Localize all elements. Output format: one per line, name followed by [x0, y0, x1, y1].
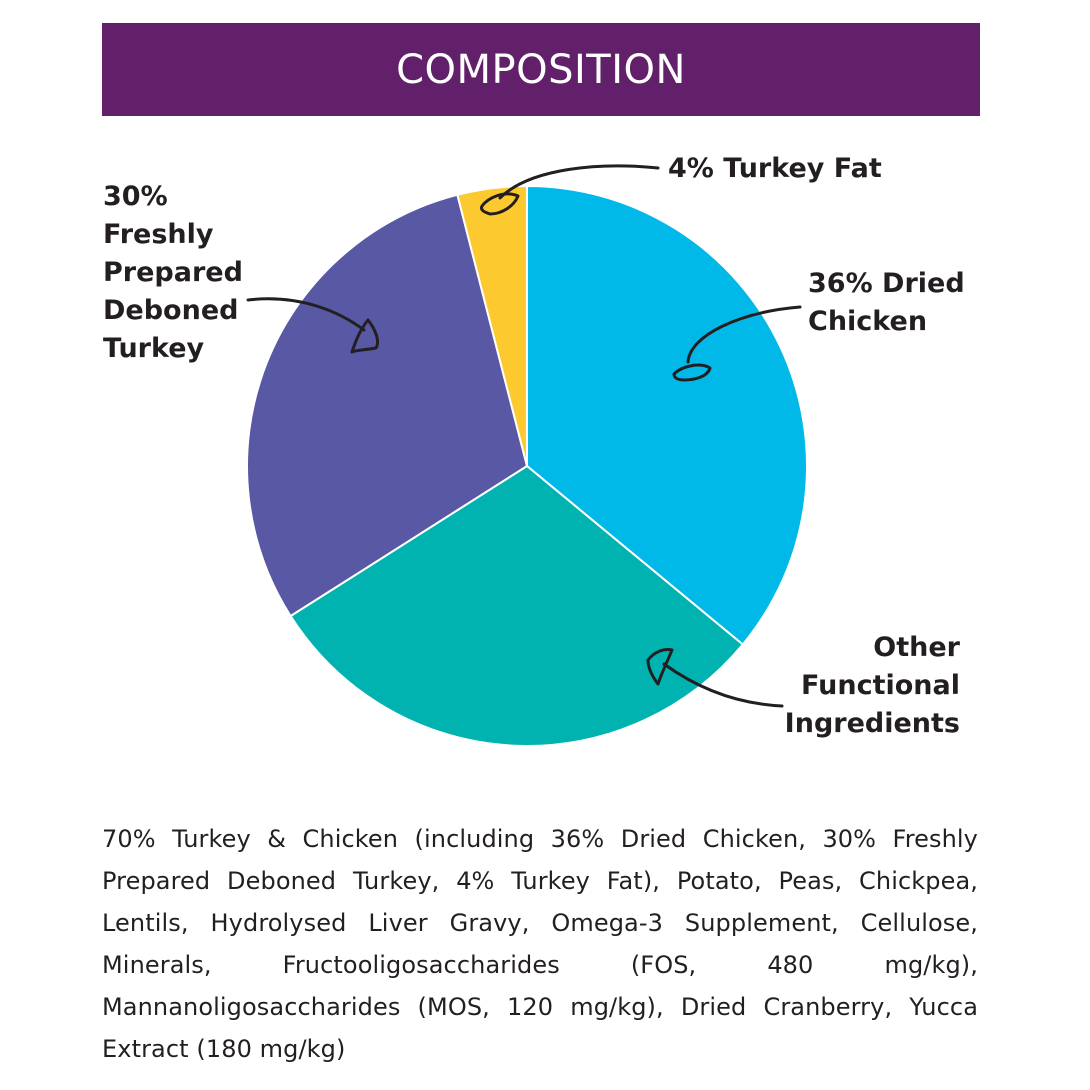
pie-slice-2 [246, 193, 529, 618]
label-deboned-turkey: 30% Freshly Prepared Deboned Turkey [103, 178, 243, 368]
label-dried-chicken-line: Chicken [808, 306, 928, 337]
label-deboned-turkey-line: Freshly [103, 219, 214, 250]
ingredients-list: 70% Turkey & Chicken (including 36% Drie… [102, 825, 978, 1063]
label-other-ingredients-line: Ingredients [784, 708, 960, 739]
arrow-deboned-turkey [246, 297, 366, 332]
arrow-turkey-fat [498, 164, 660, 200]
label-deboned-turkey-line: Prepared [103, 257, 243, 288]
label-turkey-fat-line: 4% Turkey Fat [668, 153, 882, 184]
label-dried-chicken-line: 36% Dried [808, 268, 965, 299]
label-deboned-turkey-line: Deboned [103, 295, 239, 326]
label-turkey-fat: 4% Turkey Fat [668, 150, 882, 188]
label-other-ingredients-line: Functional [801, 670, 960, 701]
pie-slices [246, 184, 808, 747]
pie-chart [246, 164, 808, 747]
pie-slice-1 [289, 464, 745, 747]
annotation-arrows [246, 164, 802, 708]
arrow-other-ingredients [662, 662, 784, 708]
arrowhead-other-ingredients [646, 648, 674, 686]
page-title: COMPOSITION [396, 46, 686, 93]
arrow-dried-chicken [686, 305, 802, 364]
arrowhead-dried-chicken [672, 363, 712, 382]
arrowhead-deboned-turkey [350, 318, 380, 354]
label-deboned-turkey-line: 30% [103, 181, 168, 212]
pie-slice-3 [456, 184, 528, 467]
arrowhead-turkey-fat [480, 192, 520, 216]
label-dried-chicken: 36% Dried Chicken [808, 265, 965, 341]
label-other-ingredients: Other Functional Ingredients [785, 629, 960, 743]
label-deboned-turkey-line: Turkey [103, 333, 205, 364]
label-other-ingredients-line: Other [873, 632, 960, 663]
title-banner: COMPOSITION [102, 23, 980, 116]
pie-slice-0 [526, 184, 808, 646]
